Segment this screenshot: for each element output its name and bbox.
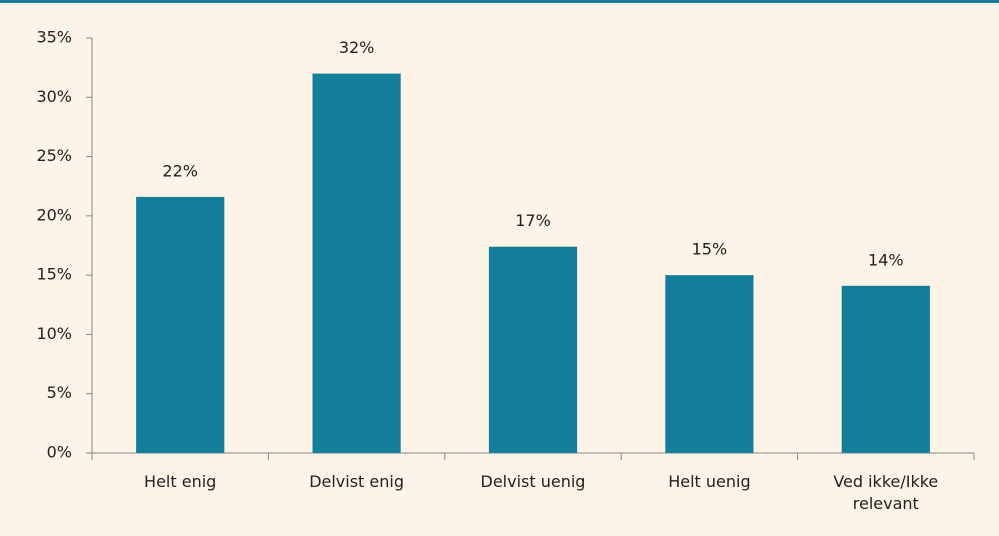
bar — [665, 275, 754, 453]
top-border — [0, 0, 999, 3]
bar — [841, 285, 930, 453]
data-label: 22% — [162, 161, 198, 180]
y-tick-label: 25% — [36, 146, 72, 165]
x-tick-label: Helt uenig — [668, 472, 751, 491]
y-tick-label: 30% — [36, 87, 72, 106]
bar — [312, 73, 401, 454]
y-tick-label: 20% — [36, 205, 72, 224]
y-tick-label: 10% — [36, 324, 72, 343]
y-tick-label: 0% — [47, 443, 72, 462]
data-label: 15% — [692, 240, 728, 259]
x-tick-label: Delvist enig — [309, 472, 404, 491]
y-tick-label: 5% — [47, 383, 72, 402]
bar — [488, 246, 578, 453]
bar — [136, 196, 225, 453]
data-label: 32% — [339, 38, 375, 57]
data-label: 17% — [515, 211, 551, 230]
x-tick-label: Delvist uenig — [480, 472, 586, 491]
y-tick-label: 15% — [36, 265, 72, 284]
x-tick-label: Ved ikke/Ikke relevant — [833, 472, 939, 513]
y-tick-label: 35% — [36, 28, 72, 47]
x-tick-label: Helt enig — [144, 472, 217, 491]
data-label: 14% — [868, 250, 904, 269]
